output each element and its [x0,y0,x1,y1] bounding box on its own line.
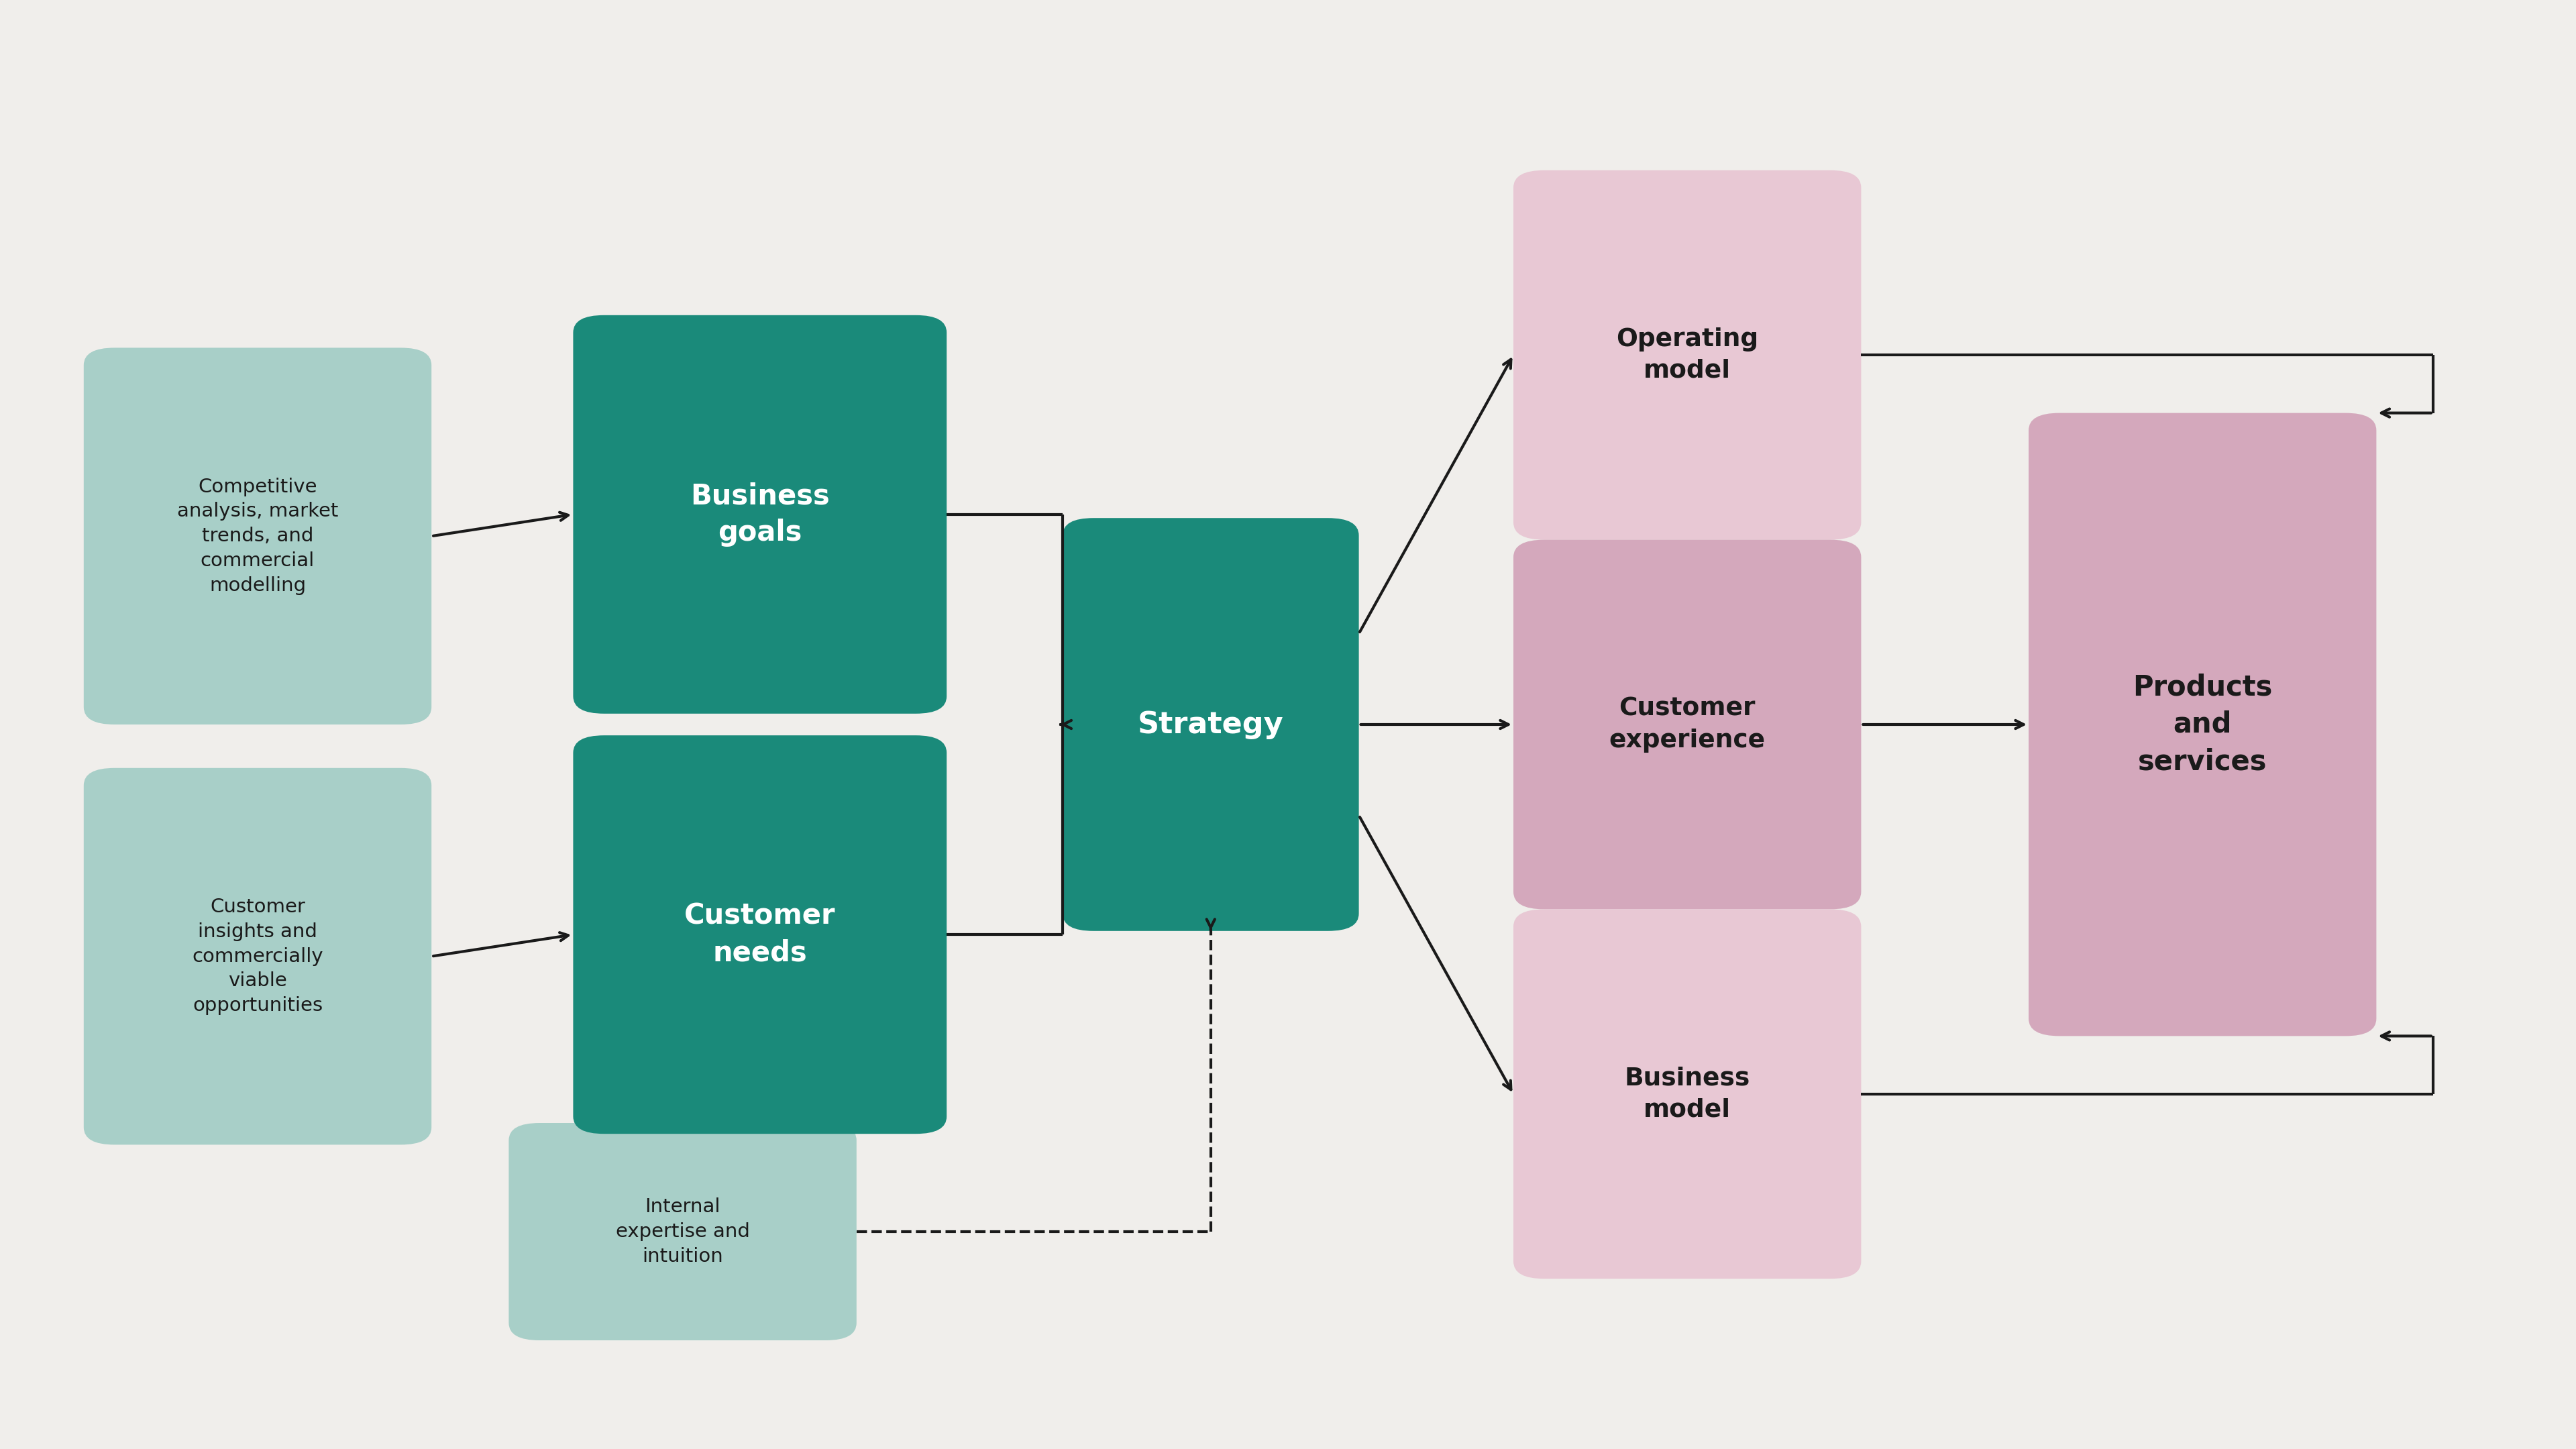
Text: Customer
experience: Customer experience [1610,697,1765,752]
FancyBboxPatch shape [82,348,433,724]
FancyBboxPatch shape [1515,910,1860,1279]
FancyBboxPatch shape [1061,517,1360,930]
Text: Business
goals: Business goals [690,481,829,546]
FancyBboxPatch shape [572,314,945,713]
Text: Internal
expertise and
intuition: Internal expertise and intuition [616,1197,750,1266]
FancyBboxPatch shape [82,768,433,1145]
FancyBboxPatch shape [510,1123,855,1340]
Text: Customer
insights and
commercially
viable
opportunities: Customer insights and commercially viabl… [193,897,322,1016]
Text: Strategy: Strategy [1139,710,1283,739]
Text: Operating
model: Operating model [1615,327,1759,383]
FancyBboxPatch shape [1515,171,1860,540]
Text: Competitive
analysis, market
trends, and
commercial
modelling: Competitive analysis, market trends, and… [178,477,337,596]
Text: Business
model: Business model [1625,1066,1749,1122]
FancyBboxPatch shape [572,736,945,1133]
FancyBboxPatch shape [2030,413,2375,1036]
Text: Products
and
services: Products and services [2133,674,2272,775]
Text: Customer
needs: Customer needs [685,901,835,968]
FancyBboxPatch shape [1515,540,1860,910]
